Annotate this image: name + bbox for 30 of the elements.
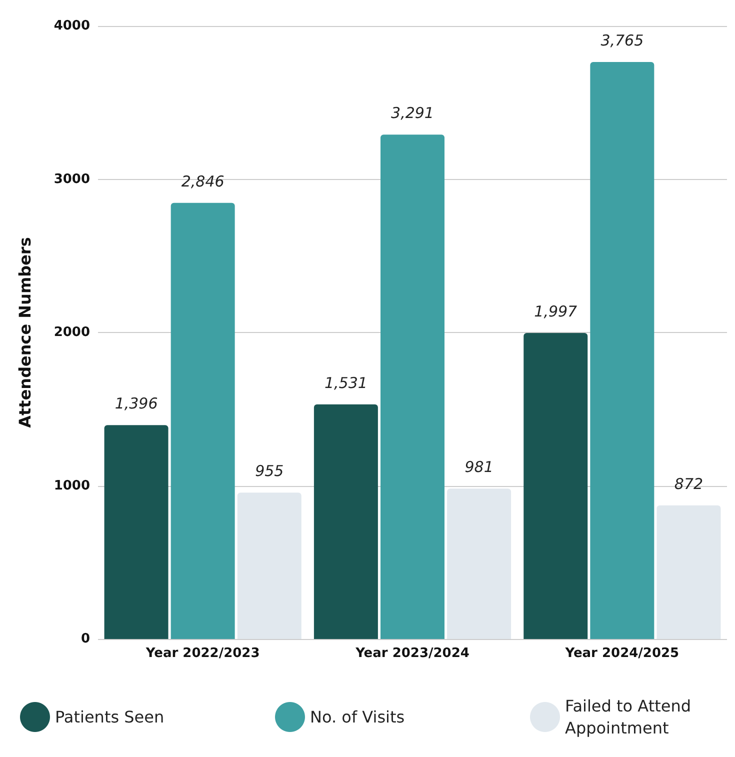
bar — [237, 492, 302, 639]
y-tick-label: 1000 — [54, 478, 90, 494]
bar — [380, 134, 444, 639]
bar — [590, 62, 654, 639]
x-tick-label: Year 2022/2023 — [144, 646, 260, 661]
data-label: 981 — [464, 458, 494, 476]
legend-label: Patients Seen — [55, 708, 164, 726]
data-label: 1,531 — [324, 374, 368, 392]
y-axis-title: Attendence Numbers — [16, 237, 34, 428]
bar — [447, 488, 512, 639]
data-label: 1,997 — [534, 302, 578, 320]
data-label: 3,291 — [391, 104, 434, 122]
legend-label: Failed to Attend Appointment — [565, 696, 696, 738]
bar — [170, 202, 235, 639]
x-tick-label: Year 2023/2024 — [354, 646, 470, 661]
y-tick-label: 0 — [80, 632, 90, 646]
data-label: 1,396 — [114, 394, 158, 413]
y-tick-label: 2000 — [54, 325, 90, 340]
bar — [314, 404, 378, 639]
x-tick-label: Year 2024/2025 — [564, 646, 680, 661]
bar — [104, 425, 168, 639]
legend-label: No. of Visits — [310, 708, 405, 726]
data-label: 872 — [674, 474, 704, 493]
data-label: 2,846 — [181, 172, 224, 190]
y-tick-label: 4000 — [54, 18, 90, 34]
y-tick-label: 3000 — [54, 172, 90, 187]
bar — [656, 505, 721, 639]
data-label: 3,765 — [600, 32, 644, 50]
data-label: 955 — [255, 462, 284, 480]
bar — [524, 332, 588, 639]
